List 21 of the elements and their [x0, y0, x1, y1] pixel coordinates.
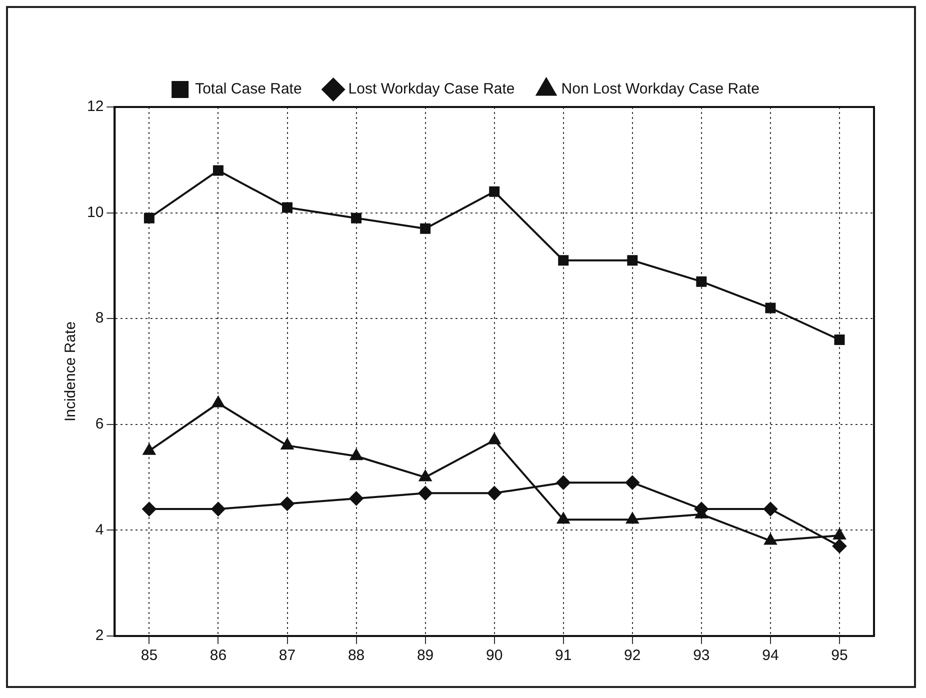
- y-tick-label: 4: [95, 521, 104, 538]
- y-tick-label: 6: [95, 416, 104, 433]
- y-tick-label: 12: [86, 98, 104, 116]
- y-tick-label: 2: [95, 627, 104, 644]
- x-tick-label: 90: [486, 647, 503, 664]
- legend-label: Total Case Rate: [195, 80, 302, 98]
- y-tick-label: 8: [95, 310, 104, 327]
- x-tick-label: 93: [693, 647, 710, 664]
- legend-label: Non Lost Workday Case Rate: [561, 80, 760, 98]
- x-tick-label: 86: [210, 647, 227, 664]
- x-tick-label: 89: [416, 647, 434, 664]
- x-tick-label: 85: [140, 647, 158, 664]
- y-tick-label: 10: [86, 204, 104, 221]
- x-tick-label: 94: [762, 647, 779, 664]
- legend-label: Lost Workday Case Rate: [348, 80, 515, 98]
- y-axis-title: Incidence Rate: [62, 321, 80, 422]
- x-tick-label: 92: [624, 647, 641, 664]
- x-tick-label: 91: [555, 647, 572, 664]
- x-tick-label: 88: [348, 647, 365, 664]
- x-tick-label: 95: [831, 647, 848, 664]
- x-tick-label: 87: [278, 647, 296, 664]
